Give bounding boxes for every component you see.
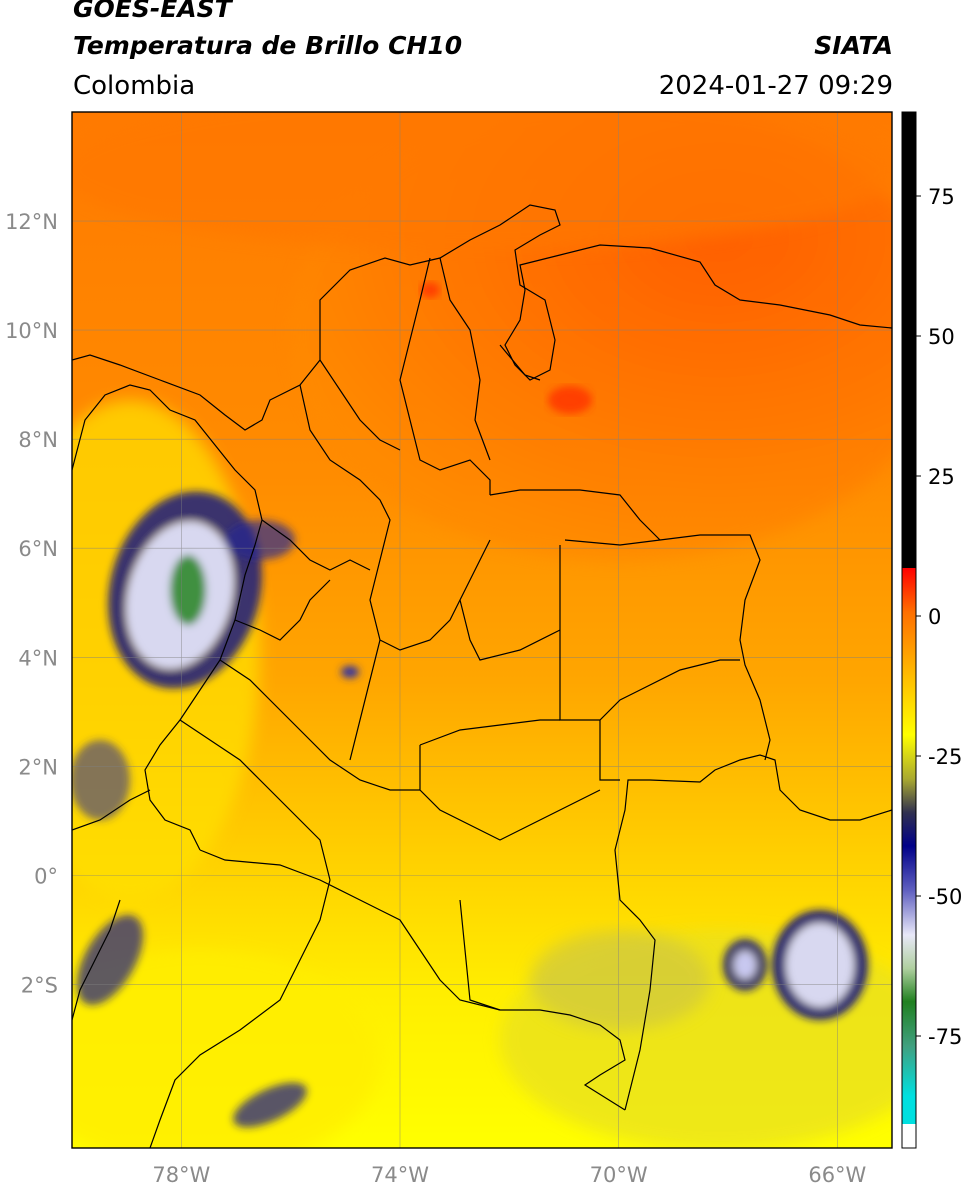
lat-tick-label: 0° — [34, 864, 58, 888]
lat-tick-label: 12°N — [5, 210, 58, 234]
colorbar-black-segment — [902, 112, 916, 568]
lon-tick-label: 66°W — [808, 1163, 866, 1187]
colorbar-tick-label: 0 — [928, 605, 941, 629]
colorbar-white-segment — [902, 1124, 916, 1148]
colorbar: 75 50 25 0 -25 -50 -75 — [901, 111, 962, 1149]
lat-tick-label: 4°N — [18, 646, 58, 670]
organization-label: SIATA — [814, 31, 893, 60]
colorbar-tick-label: -25 — [928, 745, 962, 769]
region-label: Colombia — [73, 71, 196, 101]
colorbar-tick-label: -50 — [928, 885, 962, 909]
temperature-field — [72, 112, 892, 1148]
colorbar-gradient — [902, 568, 916, 1124]
colorbar-frame — [901, 111, 917, 1149]
lon-tick-label: 74°W — [371, 1163, 429, 1187]
lat-tick-label: 2°S — [21, 973, 58, 997]
gridlines — [72, 112, 892, 1148]
lat-tick-label: 8°N — [18, 428, 58, 452]
colorbar-ticks: 75 50 25 0 -25 -50 -75 — [916, 185, 962, 1049]
map-title-product: Temperatura de Brillo CH10 — [73, 31, 463, 60]
colorbar-tick-label: 75 — [928, 185, 955, 209]
lat-tick-label: 6°N — [18, 537, 58, 561]
map-title-satellite: GOES-EAST — [73, 0, 232, 23]
timestamp-label: 2024-01-27 09:29 — [658, 71, 893, 101]
lon-tick-label: 78°W — [152, 1163, 210, 1187]
colorbar-tick-label: 25 — [928, 465, 955, 489]
map-frame — [71, 111, 893, 1149]
lon-tick-label: 70°W — [590, 1163, 648, 1187]
colorbar-tick-label: 50 — [928, 325, 955, 349]
latitude-ticks: 12°N 10°N 8°N 6°N 4°N 2°N 0° 2°S — [5, 210, 58, 997]
colorbar-tick-label: -75 — [928, 1025, 962, 1049]
coastlines-and-borders — [72, 204, 892, 1148]
lat-tick-label: 10°N — [5, 319, 58, 343]
longitude-ticks: 78°W 74°W 70°W 66°W — [152, 1163, 866, 1187]
lat-tick-label: 2°N — [18, 755, 58, 779]
